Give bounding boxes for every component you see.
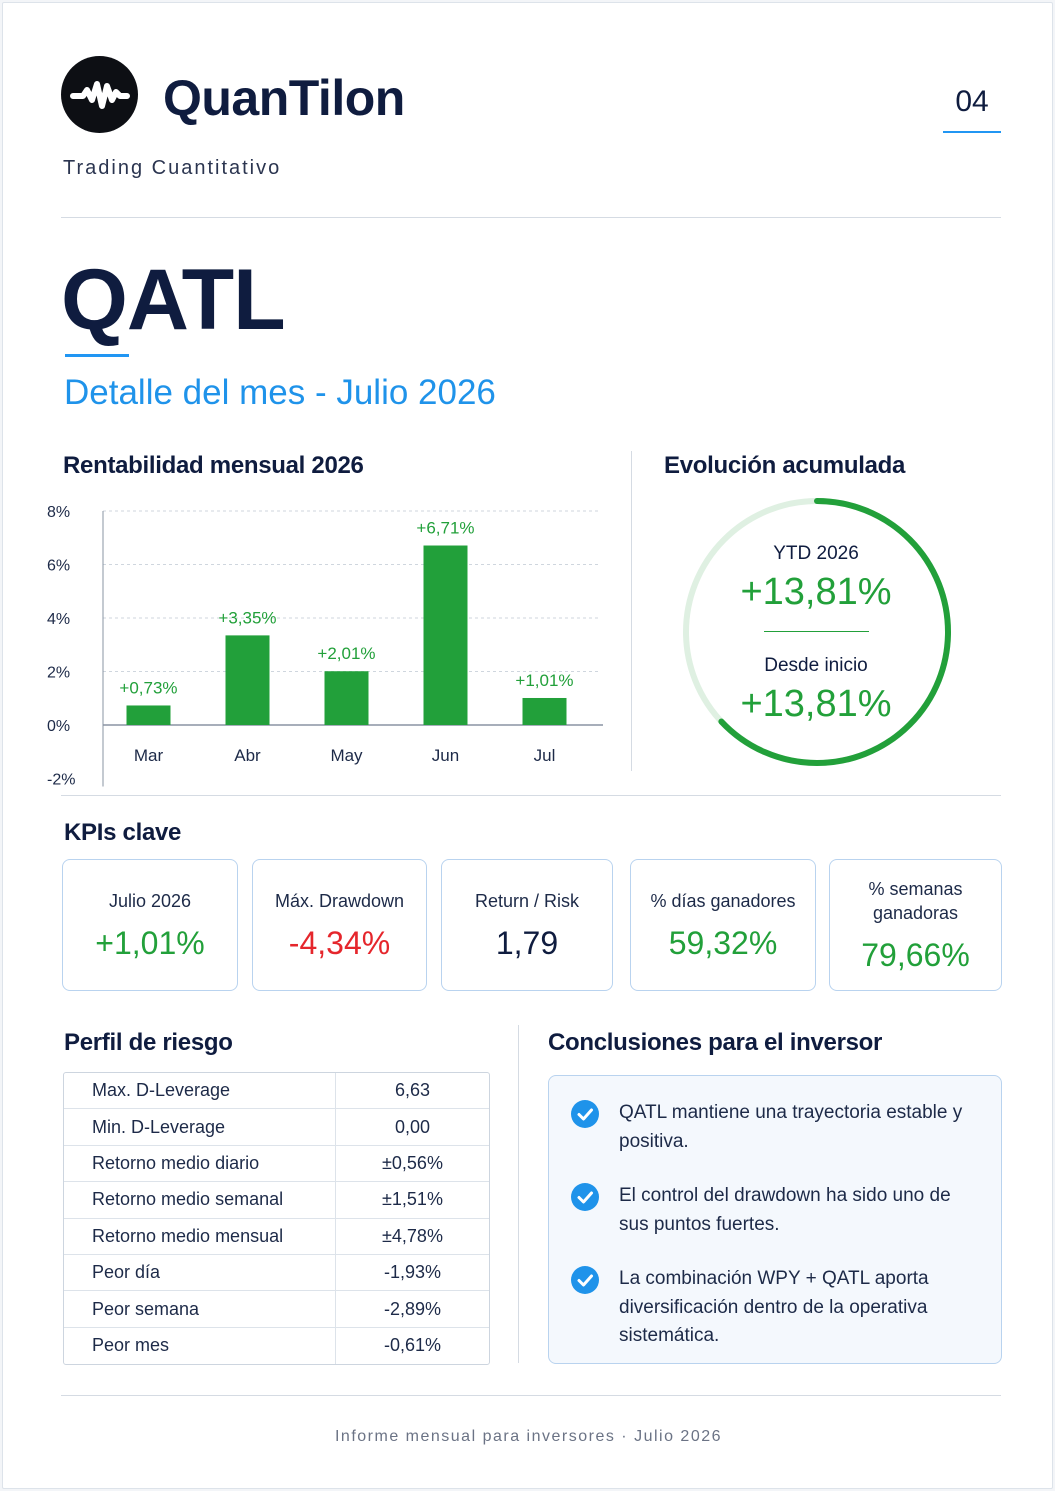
- page-title: QATL: [61, 252, 286, 348]
- table-row: Peor semana -2,89%: [64, 1291, 489, 1328]
- kpi-divider: [61, 795, 1001, 796]
- since-start-label: Desde inicio: [764, 655, 868, 676]
- risk-label: Retorno medio semanal: [64, 1182, 336, 1219]
- check-circle-icon: [571, 1183, 599, 1211]
- footer-divider: [61, 1395, 1001, 1396]
- header-divider: [61, 217, 1001, 218]
- monthly-returns-chart: -2% 0% 2% 4% 6% 8% +0,73% Mar +3,35% Abr +2,01% May…: [47, 504, 603, 789]
- page-subtitle: Detalle del mes - Julio 2026: [64, 373, 496, 412]
- page-number-underline: [943, 131, 1001, 133]
- data-label: +2,01%: [317, 644, 375, 663]
- page-number: 04: [955, 85, 989, 118]
- section-divider-vertical: [518, 1025, 519, 1363]
- risk-label: Retorno medio mensual: [64, 1218, 336, 1255]
- kpi-section-title: KPIs clave: [64, 819, 182, 846]
- kpi-card-max-drawdown: Máx. Drawdown -4,34%: [252, 859, 427, 991]
- risk-value: ±0,56%: [336, 1146, 489, 1183]
- table-row: Min. D-Leverage 0,00: [64, 1109, 489, 1146]
- kpi-card-winning-weeks: % semanas ganadoras 79,66%: [829, 859, 1002, 991]
- bar-abr: [225, 635, 270, 725]
- risk-value: -2,89%: [336, 1291, 489, 1328]
- footer-text: Informe mensual para inversores · Julio …: [334, 1428, 723, 1445]
- check-circle-icon: [571, 1266, 599, 1294]
- bar-jun: [423, 545, 468, 725]
- conclusions-box: QATL mantiene una trayectoria estable y …: [548, 1075, 1002, 1364]
- list-item: QATL mantiene una trayectoria estable y …: [571, 1099, 979, 1156]
- risk-value: ±4,78%: [336, 1219, 489, 1255]
- kpi-value: +1,01%: [95, 924, 205, 961]
- risk-label: Peor semana: [64, 1291, 336, 1328]
- x-tick-label: Abr: [234, 746, 261, 765]
- table-row: Retorno medio mensual ±4,78%: [64, 1218, 489, 1255]
- data-label: +0,73%: [119, 678, 177, 697]
- kpi-label: % semanas ganadoras: [868, 878, 963, 923]
- kpi-card-return-risk: Return / Risk 1,79: [441, 859, 613, 991]
- section-divider-vertical: [631, 451, 632, 771]
- kpi-card-winning-days: % días ganadores 59,32%: [630, 859, 816, 991]
- risk-value: 0,00: [336, 1109, 489, 1146]
- kpi-value: 79,66%: [861, 936, 970, 973]
- cumulative-title: Evolución acumulada: [664, 452, 906, 479]
- monthly-chart-title: Rentabilidad mensual 2026: [63, 452, 364, 479]
- x-tick-label: Jul: [534, 746, 556, 765]
- table-row: Max. D-Leverage 6,63: [64, 1073, 489, 1110]
- y-tick-label: 4%: [47, 611, 70, 628]
- waveform-icon: [61, 56, 138, 133]
- list-item: La combinación WPY + QATL aporta diversi…: [571, 1265, 979, 1351]
- risk-label: Min. D-Leverage: [64, 1109, 336, 1146]
- risk-label: Peor día: [64, 1254, 336, 1292]
- data-label: +3,35%: [218, 608, 276, 627]
- bar-jul: [522, 697, 567, 725]
- risk-label: Retorno medio diario: [64, 1145, 336, 1183]
- conclusion-text: La combinación WPY + QATL aporta diversi…: [619, 1268, 929, 1346]
- risk-profile-table: Max. D-Leverage 6,63 Min. D-Leverage 0,0…: [63, 1072, 490, 1366]
- risk-label: Max. D-Leverage: [64, 1073, 336, 1110]
- conclusion-text: El control del drawdown ha sido uno de s…: [619, 1185, 951, 1235]
- bar-mar: [126, 705, 171, 725]
- y-tick-label: 8%: [47, 504, 70, 521]
- conclusion-text: QATL mantiene una trayectoria estable y …: [619, 1102, 963, 1152]
- table-row: Peor día -1,93%: [64, 1254, 489, 1292]
- kpi-label: Return / Risk: [474, 890, 580, 911]
- brand-name: QuanTilon: [163, 70, 405, 126]
- ytd-label: YTD 2026: [773, 543, 859, 564]
- data-label: +6,71%: [416, 519, 474, 538]
- y-tick-label: 0%: [47, 718, 70, 735]
- kpi-label: % días ganadores: [650, 890, 796, 911]
- kpi-card-month: Julio 2026 +1,01%: [62, 859, 238, 991]
- risk-label: Peor mes: [64, 1327, 336, 1365]
- table-row: Retorno medio diario ±0,56%: [64, 1145, 489, 1183]
- risk-value: 6,63: [336, 1073, 489, 1110]
- kpi-value: 59,32%: [668, 924, 778, 961]
- list-item: El control del drawdown ha sido uno de s…: [571, 1182, 979, 1239]
- conclusions-section-title: Conclusiones para el inversor: [548, 1029, 883, 1056]
- kpi-value: 1,79: [495, 924, 559, 961]
- y-tick-label: 6%: [47, 558, 70, 575]
- cumulative-ring-chart: [683, 498, 951, 766]
- table-row: Peor mes -0,61%: [64, 1327, 489, 1365]
- table-row: Retorno medio semanal ±1,51%: [64, 1182, 489, 1219]
- x-tick-label: Mar: [134, 746, 164, 765]
- kpi-label: Máx. Drawdown: [274, 890, 405, 911]
- data-label: +1,01%: [515, 671, 573, 690]
- risk-value: ±1,51%: [336, 1182, 489, 1219]
- ytd-value: +13,81%: [740, 571, 892, 613]
- ring-fill: [683, 498, 951, 766]
- x-tick-label: Jun: [432, 746, 459, 765]
- ring-inner-divider: [764, 631, 869, 632]
- x-tick-label: May: [330, 746, 363, 765]
- bar-may: [324, 671, 369, 725]
- check-circle-icon: [571, 1100, 599, 1128]
- risk-section-title: Perfil de riesgo: [64, 1029, 233, 1056]
- brand-tagline: Trading Cuantitativo: [63, 157, 282, 179]
- since-start-value: +13,81%: [740, 683, 892, 725]
- risk-value: -0,61%: [383, 1335, 442, 1356]
- y-tick-label: 2%: [47, 665, 70, 682]
- kpi-value: -4,34%: [288, 924, 391, 961]
- risk-value: -1,93%: [336, 1255, 489, 1292]
- y-tick-label: -2%: [47, 772, 75, 789]
- title-accent-line: [65, 354, 129, 357]
- kpi-label: Julio 2026: [108, 890, 192, 911]
